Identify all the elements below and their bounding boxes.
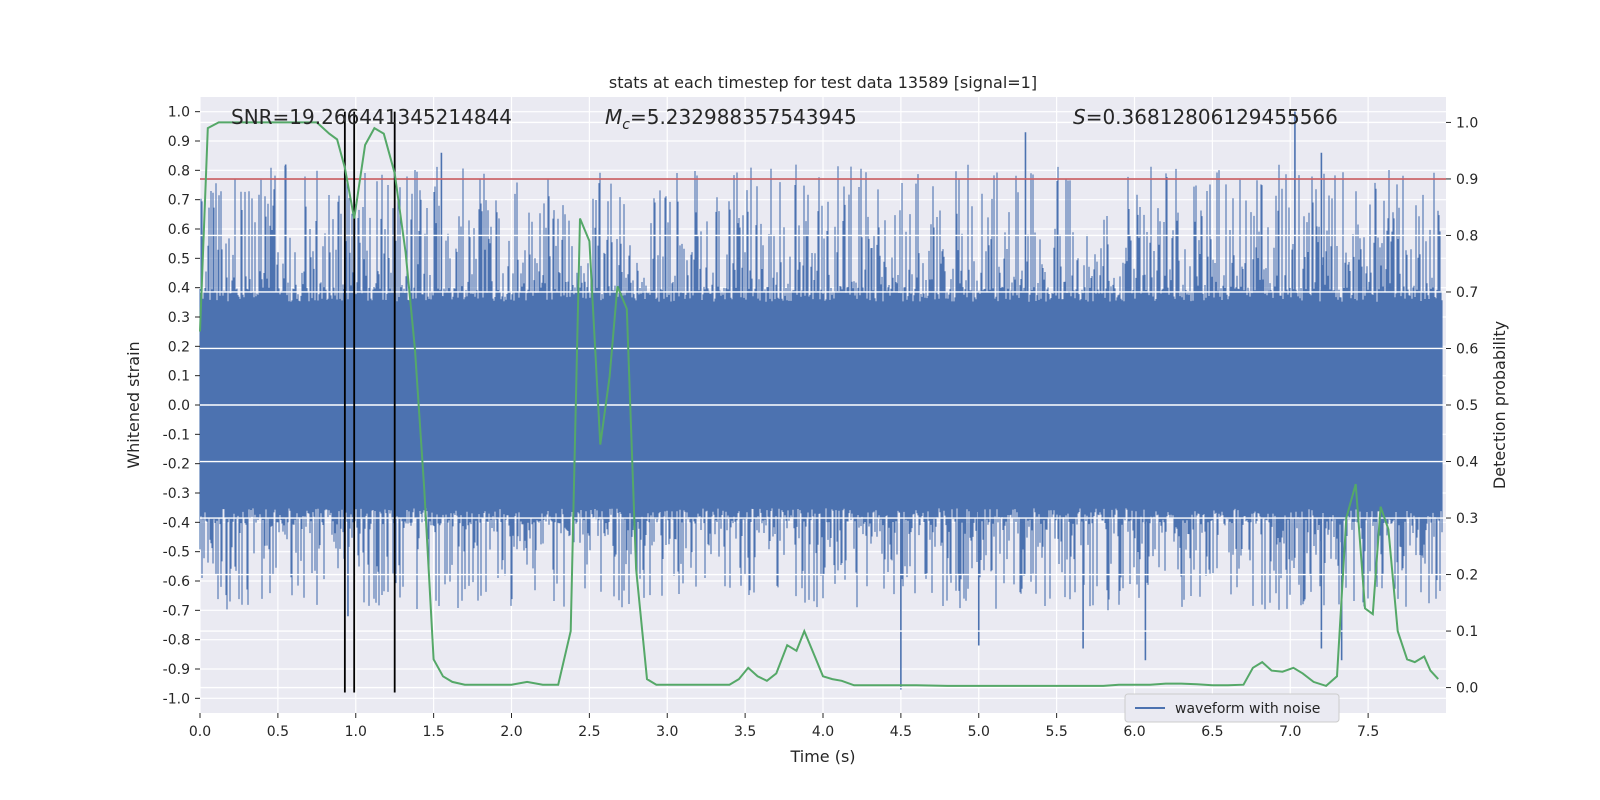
y-axis-right-label: Detection probability [1490,321,1509,489]
left-tick-label: 1.0 [168,105,190,121]
x-axis-label: Time (s) [789,747,855,766]
legend-box [1124,693,1340,723]
right-tick-label: 0.3 [1456,511,1478,527]
x-tick-label: 3.0 [656,724,678,740]
left-tick-label: 0.8 [168,163,190,179]
s-symbol: S [1073,105,1086,129]
right-tick-label: 0.5 [1456,398,1478,414]
s-value: =0.36812806129455566 [1086,105,1338,129]
x-tick-label: 2.0 [500,724,522,740]
x-tick-label: 1.5 [422,724,444,740]
left-tick-label: -0.5 [163,545,190,561]
x-tick-label: 5.5 [1045,724,1067,740]
right-tick-label: 0.9 [1456,172,1478,188]
left-axis-ticks: 1.0 0.9 0.8 0.7 0.6 0.5 0.4 0.3 0.2 0.1 0.0 -0.1 -0.… [163,105,200,707]
snr-annotation: SNR=19.266441345214844 [231,105,512,129]
right-axis-ticks: 1.0 0.9 0.8 0.7 0.6 0.5 0.4 0.3 0.2 0.1 0.0 [1446,115,1478,697]
x-tick-label: 6.0 [1123,724,1145,740]
x-tick-label: 6.5 [1201,724,1223,740]
right-tick-label: 0.6 [1456,341,1478,357]
left-tick-label: 0.3 [168,310,190,326]
right-tick-label: 1.0 [1456,115,1478,131]
right-tick-label: 0.1 [1456,624,1478,640]
probability-line [199,121,1439,688]
left-tick-label: 0.4 [168,281,190,297]
chart-title: stats at each timestep for test data 135… [609,73,1037,92]
left-tick-label: -0.2 [163,457,190,473]
x-tick-label: 0.0 [189,724,211,740]
mc-value: =5.232988357543945 [630,105,857,129]
right-tick-label: 0.0 [1456,681,1478,697]
x-tick-label: 3.5 [734,724,756,740]
legend-label: waveform with noise [1175,701,1320,717]
probability-series [199,121,1439,688]
left-tick-label: 0.1 [168,369,190,385]
right-tick-label: 0.4 [1456,455,1478,471]
left-tick-label: -0.7 [163,603,190,619]
x-tick-label: 0.5 [267,724,289,740]
x-tick-label: 4.0 [812,724,834,740]
x-tick-label: 1.0 [345,724,367,740]
left-tick-label: 0.7 [168,193,190,209]
left-tick-label: -0.6 [163,574,190,590]
left-tick-label: 0.9 [168,134,190,150]
mc-annotation: Mc=5.232988357543945 [605,105,857,133]
waveform-trace [199,164,1443,611]
y-axis-left-label: Whitened strain [124,341,143,468]
left-tick-label: 0.5 [168,251,190,267]
mc-symbol: M [605,105,622,129]
x-tick-label: 7.5 [1357,724,1379,740]
legend: waveform with noise [1124,693,1340,723]
x-tick-label: 5.0 [968,724,990,740]
left-tick-label: -0.4 [163,515,190,531]
left-tick-label: -0.9 [163,662,190,678]
left-tick-label: -1.0 [163,691,190,707]
x-tick-label: 2.5 [578,724,600,740]
x-tick-label: 4.5 [890,724,912,740]
right-tick-label: 0.2 [1456,568,1478,584]
left-tick-label: 0.2 [168,339,190,355]
mc-subscript: c [622,117,630,133]
right-tick-label: 0.7 [1456,285,1478,301]
x-tick-label: 7.0 [1279,724,1301,740]
left-tick-label: -0.1 [163,427,190,443]
left-tick-label: -0.8 [163,633,190,649]
right-tick-label: 0.8 [1456,228,1478,244]
left-tick-label: -0.3 [163,486,190,502]
left-tick-label: 0.6 [168,222,190,238]
left-tick-label: 0.0 [168,398,190,414]
vertical-markers [343,111,396,693]
s-annotation: S=0.36812806129455566 [1073,105,1338,129]
